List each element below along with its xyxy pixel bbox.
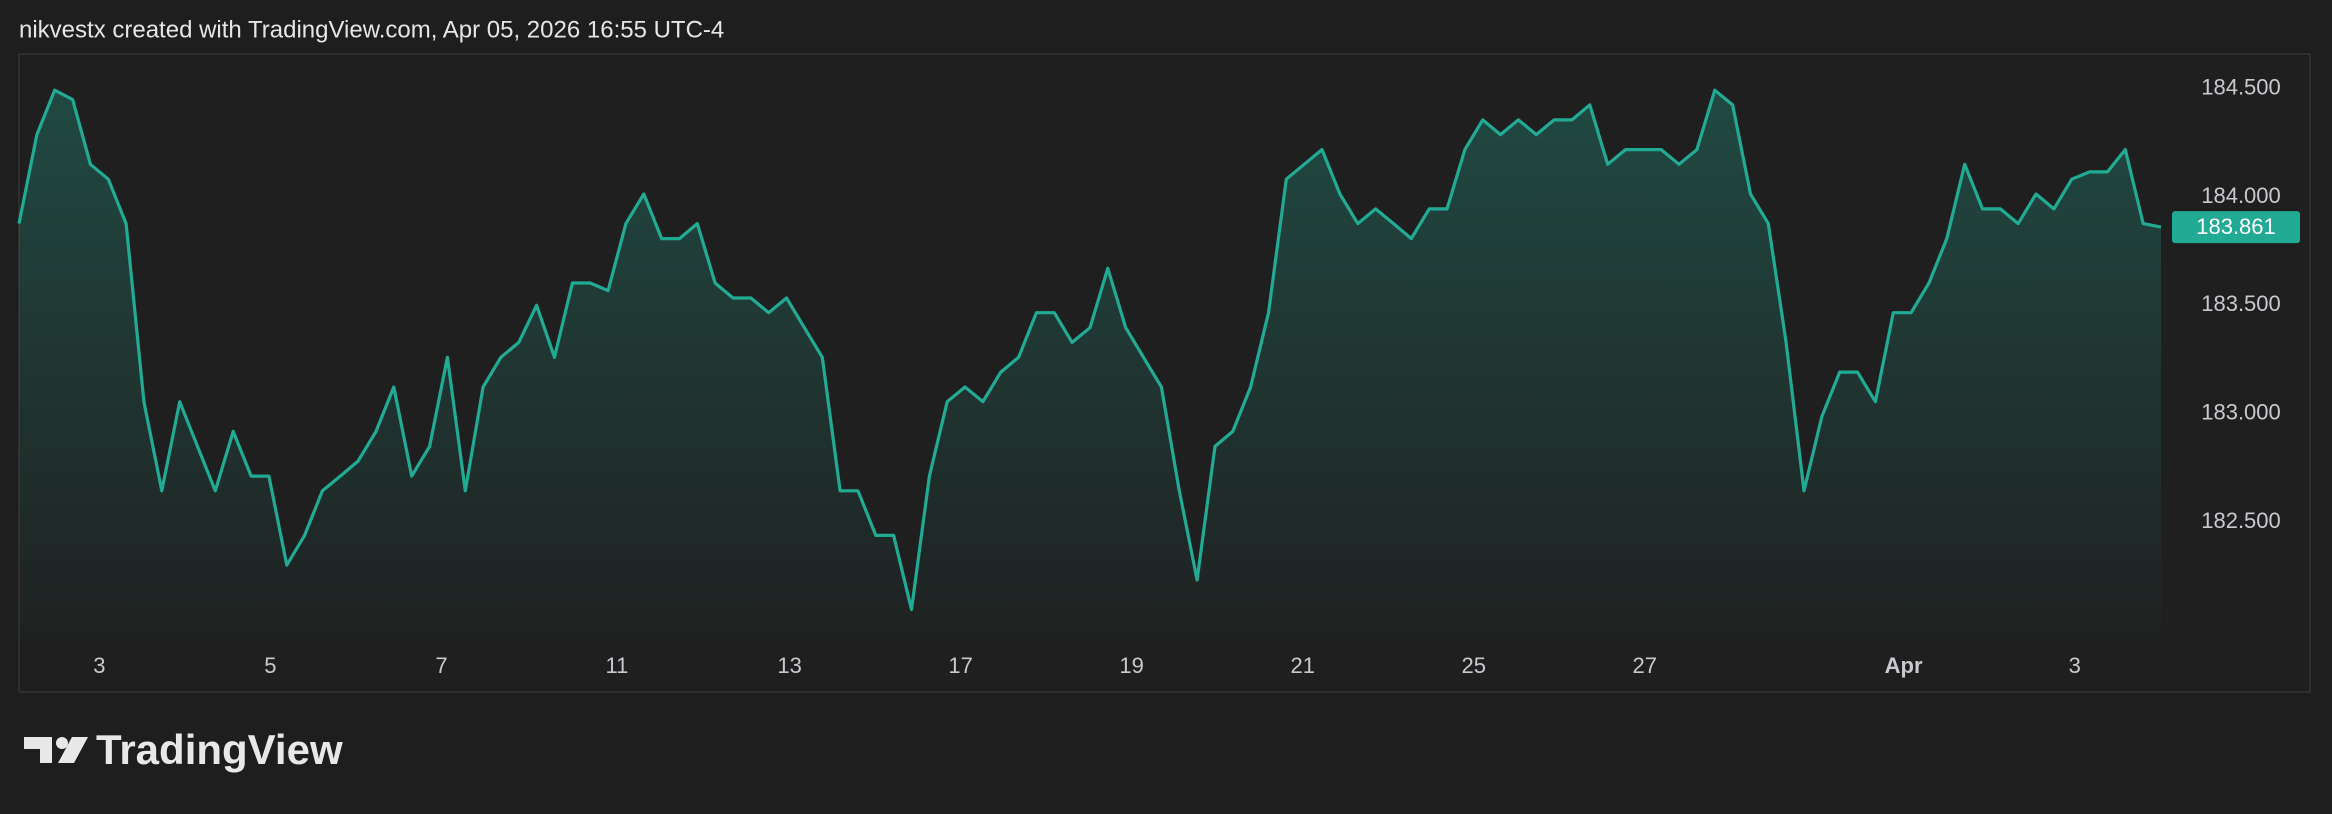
y-tick-label: 183.000 [2201,399,2281,424]
x-tick-label: 7 [435,653,447,678]
area [19,90,2161,639]
x-tick-label: 11 [606,653,629,678]
last-price-label: 183.861 [2196,214,2276,239]
x-tick-label: 3 [93,653,105,678]
price-line [17,88,2162,612]
x-tick-label: 3 [2069,653,2081,678]
y-tick-label: 184.500 [2201,74,2281,99]
logo-text: TradingView [96,726,343,773]
x-tick-label: 13 [777,653,801,678]
x-tick-label: 5 [264,653,276,678]
logo-icon [24,737,88,763]
x-tick-label: 17 [948,653,972,678]
x-tick-label: 25 [1462,653,1486,678]
header: nikvestx created with TradingView.com, A… [19,16,724,43]
x-tick-label: Apr [1885,653,1923,678]
x-tick-label: 21 [1291,653,1315,678]
y-tick-label: 183.500 [2201,291,2281,316]
x-tick-label: 27 [1633,653,1657,678]
last-price-tag [2172,211,2300,244]
y-tick-label: 182.500 [2201,508,2281,533]
x-tick-label: 19 [1119,653,1143,678]
y-tick-label: 184.000 [2201,183,2281,208]
